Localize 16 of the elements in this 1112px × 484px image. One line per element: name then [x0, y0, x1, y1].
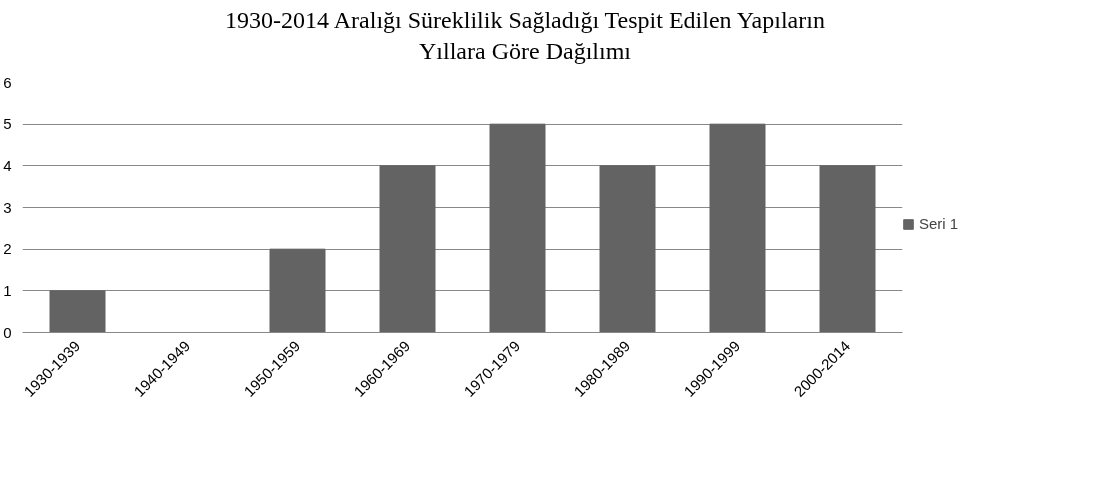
bar: [489, 124, 546, 333]
y-tick-label: 3: [3, 198, 12, 216]
y-tick-label: 4: [3, 157, 12, 175]
bar: [269, 249, 326, 333]
y-tick-label: 5: [3, 115, 12, 133]
chart-title: 1930-2014 Aralığı Süreklilik Sağladığı Tespit Edilen Yapıların Yıllara Göre Dağılımı: [225, 6, 825, 67]
bar: [599, 165, 656, 333]
y-tick-label: 1: [3, 282, 12, 300]
bar: [49, 290, 106, 333]
bar: [819, 165, 876, 333]
y-tick-label: 0: [3, 323, 12, 341]
y-tick-label: 2: [3, 240, 12, 258]
legend-label: Seri 1: [919, 215, 959, 233]
y-tick-label: 6: [3, 73, 12, 91]
bar: [709, 124, 766, 333]
bar: [379, 165, 436, 333]
